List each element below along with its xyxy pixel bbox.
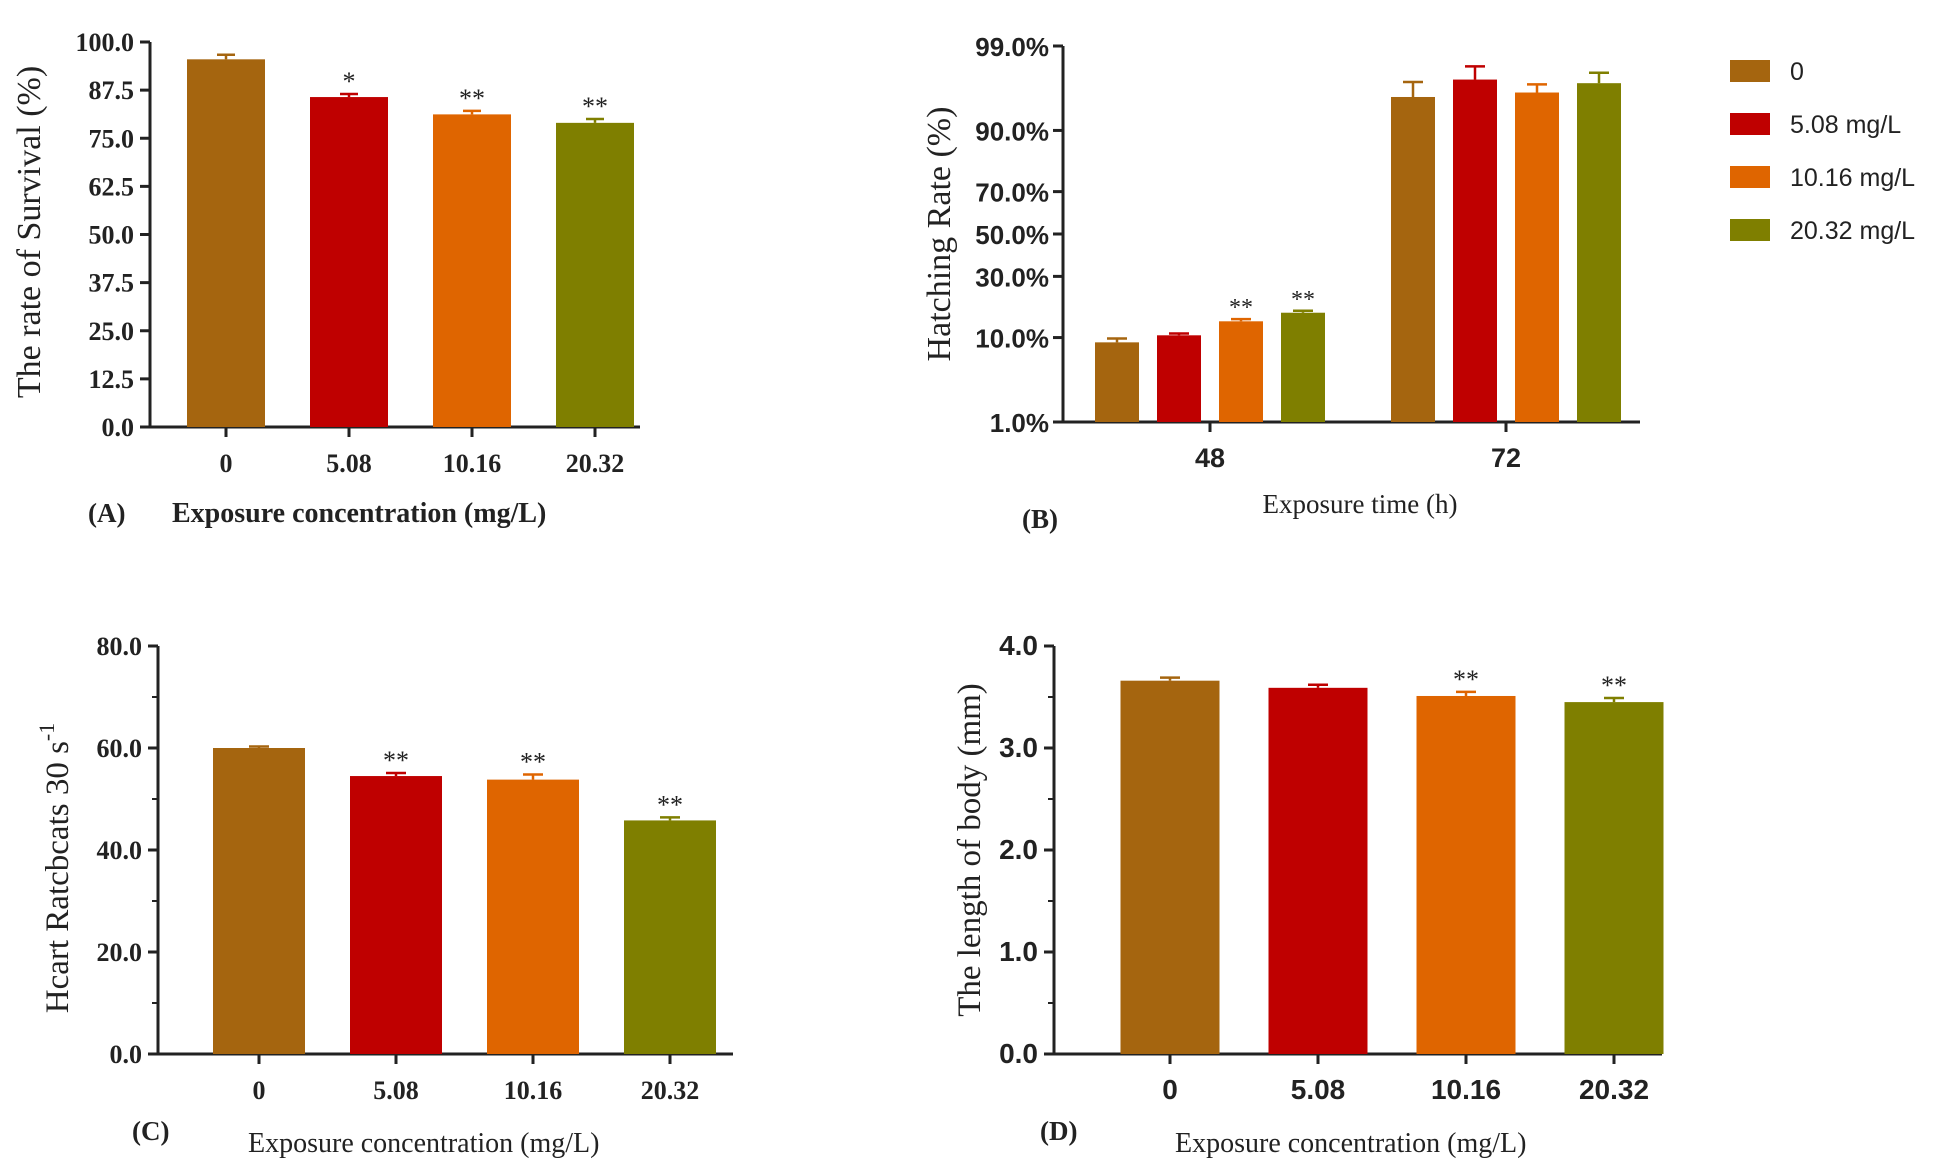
bar <box>1095 342 1139 422</box>
bar <box>1120 680 1220 1054</box>
legend-entry-label: 20.32 mg/L <box>1790 217 1915 245</box>
bar <box>187 59 265 427</box>
significance-marker: ** <box>1601 671 1627 700</box>
panel-a-label: (A) <box>88 498 125 528</box>
x-tick-label: 20.32 <box>566 449 625 478</box>
y-tick-label: 90.0% <box>975 116 1049 146</box>
y-tick-label: 50.0% <box>975 220 1049 250</box>
y-tick-label: 70.0% <box>975 178 1049 208</box>
bar <box>1577 83 1621 423</box>
bar <box>1564 702 1664 1054</box>
y-tick-label: 60.0 <box>97 734 143 763</box>
bar <box>1268 687 1368 1054</box>
significance-marker: ** <box>657 790 683 819</box>
bar <box>1416 695 1516 1054</box>
panel-d-xlabel: Exposure concentration (mg/L) <box>1175 1128 1526 1159</box>
panel-d-ylabel: The length of body (mm) <box>952 683 988 1017</box>
y-tick-label: 0.0 <box>999 1038 1038 1069</box>
panel-c-ylabel-sup: -1 <box>34 723 59 741</box>
panel-b-hatching-chart: Hatching Rate (%) (B) Exposure time (h) … <box>921 32 1640 534</box>
y-tick-label: 20.0 <box>97 938 143 967</box>
x-tick-label: 10.16 <box>504 1076 563 1105</box>
panel-d-bodylength-chart: The length of body (mm) (D) Exposure con… <box>952 630 1664 1159</box>
significance-marker: ** <box>383 746 409 775</box>
legend-swatch <box>1730 219 1770 241</box>
y-tick-label: 1.0% <box>990 408 1049 438</box>
legend: 0 5.08 mg/L 10.16 mg/L 20.32 mg/L <box>1730 58 1915 245</box>
significance-marker: ** <box>459 84 485 113</box>
x-tick-label: 0 <box>1162 1074 1178 1105</box>
x-tick-label: 0 <box>253 1076 266 1105</box>
bar <box>1453 79 1497 423</box>
y-tick-label: 0.0 <box>110 1040 143 1069</box>
panel-c-label: (C) <box>132 1116 169 1146</box>
y-tick-label: 87.5 <box>89 76 135 105</box>
bar <box>1515 92 1559 422</box>
y-tick-label: 100.0 <box>76 28 135 57</box>
panel-a-xlabel: Exposure concentration (mg/L) <box>172 498 546 529</box>
panel-c-xlabel: Exposure concentration (mg/L) <box>248 1128 599 1159</box>
significance-marker: ** <box>582 92 608 121</box>
panel-b-label: (B) <box>1022 504 1058 534</box>
y-tick-label: 2.0 <box>999 834 1038 865</box>
panel-c-heartbeat-chart: Hcart Ratcbcats 30 s-1 (C) Exposure conc… <box>34 632 733 1159</box>
significance-marker: ** <box>520 748 546 777</box>
x-tick-label: 20.32 <box>641 1076 700 1105</box>
x-tick-label: 5.08 <box>1291 1074 1346 1105</box>
bar <box>310 97 388 428</box>
bar <box>487 779 579 1054</box>
y-tick-label: 1.0 <box>999 936 1038 967</box>
legend-swatch <box>1730 113 1770 135</box>
y-tick-label: 30.0% <box>975 262 1049 292</box>
legend-entry-label: 0 <box>1790 58 1804 86</box>
bar <box>624 820 716 1054</box>
x-tick-label: 10.16 <box>1431 1074 1501 1105</box>
significance-marker: ** <box>1291 287 1315 313</box>
panel-a-survival-chart: The rate of Survival (%) (A) Exposure co… <box>11 28 640 529</box>
bar <box>1219 321 1263 422</box>
significance-marker: ** <box>1229 295 1253 321</box>
bar <box>1391 96 1435 423</box>
panel-a-ylabel: The rate of Survival (%) <box>11 66 48 398</box>
panel-b-ylabel: Hatching Rate (%) <box>921 107 958 362</box>
significance-marker: * <box>343 67 356 96</box>
y-tick-label: 12.5 <box>89 365 135 394</box>
y-tick-label: 37.5 <box>89 269 135 298</box>
legend-swatch <box>1730 60 1770 82</box>
panel-d-label: (D) <box>1040 1116 1077 1146</box>
x-tick-label: 5.08 <box>373 1076 419 1105</box>
x-tick-label: 5.08 <box>326 449 372 478</box>
bar <box>556 122 634 427</box>
legend-swatch <box>1730 166 1770 188</box>
y-tick-label: 0.0 <box>102 413 135 442</box>
x-tick-label: 48 <box>1195 443 1225 473</box>
x-tick-label: 72 <box>1491 443 1521 473</box>
y-tick-label: 75.0 <box>89 124 135 153</box>
y-tick-label: 10.0% <box>975 324 1049 354</box>
y-tick-label: 3.0 <box>999 732 1038 763</box>
y-tick-label: 99.0% <box>975 32 1049 62</box>
panel-c-ylabel: Hcart Ratcbcats 30 s-1 <box>34 723 76 1013</box>
legend-entry-label: 5.08 mg/L <box>1790 111 1901 139</box>
y-tick-label: 50.0 <box>89 221 135 250</box>
panel-c-ylabel-text: Hcart Ratcbcats 30 s <box>40 741 76 1013</box>
y-tick-label: 40.0 <box>97 836 143 865</box>
panel-b-xlabel: Exposure time (h) <box>1263 489 1458 519</box>
significance-marker: ** <box>1453 665 1479 694</box>
x-tick-label: 20.32 <box>1579 1074 1649 1105</box>
bar <box>433 114 511 427</box>
x-tick-label: 0 <box>220 449 233 478</box>
legend-entry-label: 10.16 mg/L <box>1790 164 1915 192</box>
bar <box>350 776 442 1054</box>
x-tick-label: 10.16 <box>443 449 502 478</box>
bar <box>1281 312 1325 422</box>
y-tick-label: 4.0 <box>999 630 1038 661</box>
y-tick-label: 80.0 <box>97 632 143 661</box>
bar <box>1157 335 1201 422</box>
bar <box>213 748 305 1054</box>
y-tick-label: 62.5 <box>89 172 135 201</box>
y-tick-label: 25.0 <box>89 317 135 346</box>
